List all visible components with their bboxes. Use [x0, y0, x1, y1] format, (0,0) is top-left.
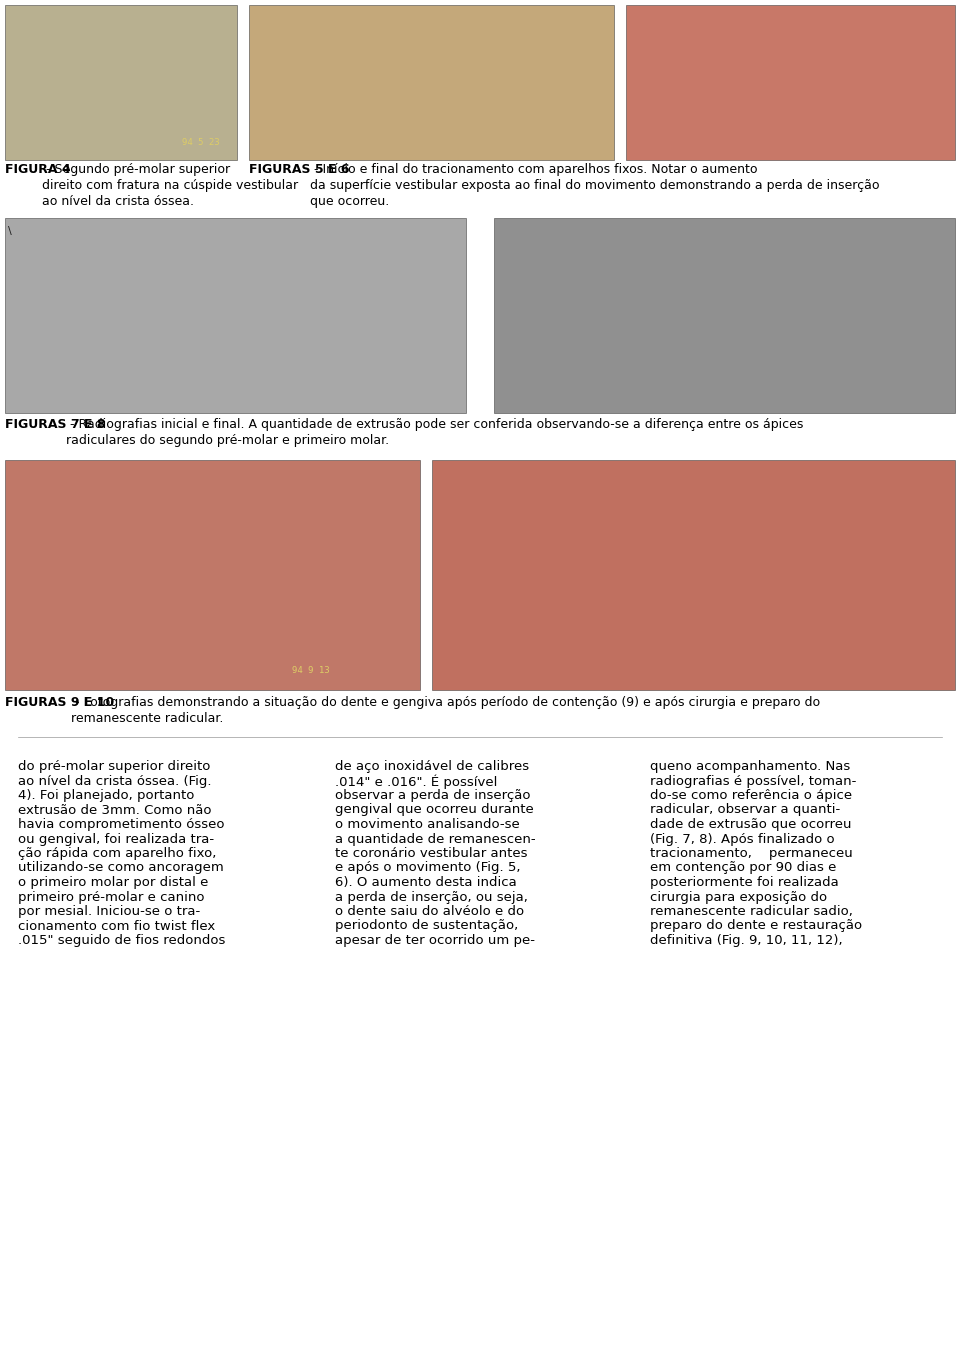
Text: e após o movimento (Fig. 5,: e após o movimento (Fig. 5, — [335, 862, 520, 874]
Text: em contenção por 90 dias e: em contenção por 90 dias e — [650, 862, 836, 874]
Text: ao nível da crista óssea. (Fig.: ao nível da crista óssea. (Fig. — [18, 775, 211, 787]
Bar — [5, 5, 237, 159]
Text: por mesial. Iniciou-se o tra-: por mesial. Iniciou-se o tra- — [18, 904, 201, 918]
Text: .015" seguido de fios redondos: .015" seguido de fios redondos — [18, 934, 226, 947]
Text: FIGURAS 9 E 10: FIGURAS 9 E 10 — [5, 696, 114, 710]
Text: a perda de inserção, ou seja,: a perda de inserção, ou seja, — [335, 891, 528, 903]
Text: o movimento analisando-se: o movimento analisando-se — [335, 819, 519, 831]
Text: primeiro pré-molar e canino: primeiro pré-molar e canino — [18, 891, 204, 903]
Text: o primeiro molar por distal e: o primeiro molar por distal e — [18, 876, 208, 889]
Text: dade de extrusão que ocorreu: dade de extrusão que ocorreu — [650, 819, 852, 831]
Text: 4). Foi planejado, portanto: 4). Foi planejado, portanto — [18, 789, 194, 802]
Text: (Fig. 7, 8). Após finalizado o: (Fig. 7, 8). Após finalizado o — [650, 832, 834, 846]
Text: ou gengival, foi realizada tra-: ou gengival, foi realizada tra- — [18, 832, 214, 846]
Text: do-se como referência o ápice: do-se como referência o ápice — [650, 789, 852, 802]
Text: havia comprometimento ósseo: havia comprometimento ósseo — [18, 819, 225, 831]
Text: - Início e final do tracionamento com aparelhos fixos. Notar o aumento
da superf: - Início e final do tracionamento com ap… — [310, 163, 879, 208]
Text: preparo do dente e restauração: preparo do dente e restauração — [650, 919, 862, 933]
Bar — [5, 218, 466, 413]
Text: 94 5 23: 94 5 23 — [182, 138, 220, 147]
Text: extrusão de 3mm. Como não: extrusão de 3mm. Como não — [18, 804, 211, 816]
Text: periodonto de sustentação,: periodonto de sustentação, — [335, 919, 518, 933]
Text: radiografias é possível, toman-: radiografias é possível, toman- — [650, 775, 856, 787]
Text: 94 9 13: 94 9 13 — [293, 666, 330, 676]
Text: utilizando-se como ancoragem: utilizando-se como ancoragem — [18, 862, 224, 874]
Text: FIGURAS 5 E 6: FIGURAS 5 E 6 — [249, 163, 349, 176]
Text: 6). O aumento desta indica: 6). O aumento desta indica — [335, 876, 516, 889]
Text: te coronário vestibular antes: te coronário vestibular antes — [335, 847, 527, 859]
Text: queno acompanhamento. Nas: queno acompanhamento. Nas — [650, 760, 851, 774]
Text: o dente saiu do alvéolo e do: o dente saiu do alvéolo e do — [335, 904, 524, 918]
Text: definitiva (Fig. 9, 10, 11, 12),: definitiva (Fig. 9, 10, 11, 12), — [650, 934, 843, 947]
Bar — [494, 218, 955, 413]
Text: cionamento com fio twist flex: cionamento com fio twist flex — [18, 919, 215, 933]
Bar — [249, 5, 614, 159]
Text: cirurgia para exposição do: cirurgia para exposição do — [650, 891, 828, 903]
Text: radicular, observar a quanti-: radicular, observar a quanti- — [650, 804, 840, 816]
Text: a quantidade de remanescen-: a quantidade de remanescen- — [335, 832, 536, 846]
Text: observar a perda de inserção: observar a perda de inserção — [335, 789, 531, 802]
Bar — [432, 460, 955, 691]
Text: posteriormente foi realizada: posteriormente foi realizada — [650, 876, 839, 889]
Text: - Fotografias demonstrando a situação do dente e gengiva após período de contenç: - Fotografias demonstrando a situação do… — [70, 696, 820, 725]
Text: FIGURAS 7 E 8: FIGURAS 7 E 8 — [5, 418, 106, 430]
Text: \: \ — [8, 226, 12, 236]
Text: do pré-molar superior direito: do pré-molar superior direito — [18, 760, 210, 774]
Text: - Segundo pré-molar superior
direito com fratura na cúspide vestibular
ao nível : - Segundo pré-molar superior direito com… — [42, 163, 299, 208]
Text: tracionamento,    permaneceu: tracionamento, permaneceu — [650, 847, 852, 859]
Text: .014" e .016". É possível: .014" e .016". É possível — [335, 775, 497, 789]
Text: remanescente radicular sadio,: remanescente radicular sadio, — [650, 904, 852, 918]
Bar — [626, 5, 955, 159]
Text: FIGURA 4: FIGURA 4 — [5, 163, 71, 176]
Text: - Radiografias inicial e final. A quantidade de extrusão pode ser conferida obse: - Radiografias inicial e final. A quanti… — [66, 418, 804, 447]
Text: apesar de ter ocorrido um pe-: apesar de ter ocorrido um pe- — [335, 934, 535, 947]
Text: de aço inoxidável de calibres: de aço inoxidável de calibres — [335, 760, 529, 774]
Text: ção rápida com aparelho fixo,: ção rápida com aparelho fixo, — [18, 847, 216, 859]
Bar — [5, 460, 420, 691]
Text: gengival que ocorreu durante: gengival que ocorreu durante — [335, 804, 534, 816]
